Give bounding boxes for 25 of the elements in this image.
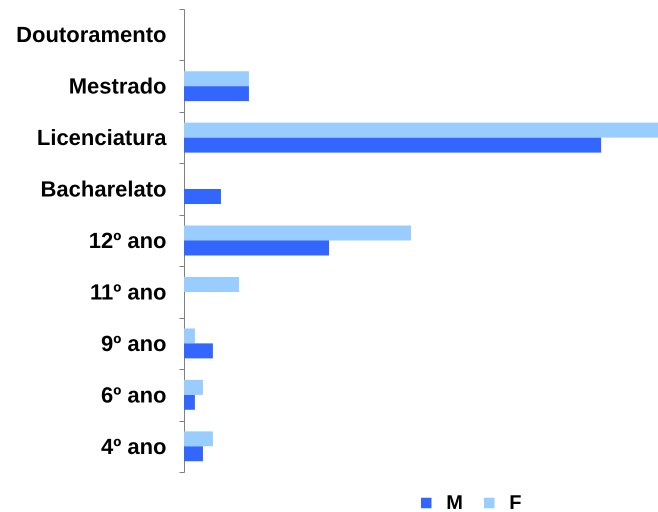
bar xyxy=(184,328,195,344)
bar xyxy=(184,446,203,462)
bar xyxy=(184,394,195,410)
bar xyxy=(184,431,213,446)
bar xyxy=(184,343,213,358)
y-tick-label: Doutoramento xyxy=(16,22,166,48)
legend-label: M xyxy=(446,492,463,512)
y-tick-label: Mestrado xyxy=(68,74,166,99)
y-tick-label: Bacharelato xyxy=(40,176,166,202)
bar xyxy=(184,138,602,153)
bar xyxy=(184,226,412,240)
bar xyxy=(184,122,658,138)
bar xyxy=(184,380,203,395)
y-tick-label: 9º ano xyxy=(101,330,166,356)
y-tick-label: 4º ano xyxy=(101,434,166,459)
y-tick-label: 11º ano xyxy=(90,279,166,304)
bar xyxy=(184,276,239,292)
y-tick-label: 6º ano xyxy=(101,382,166,408)
legend-label: F xyxy=(509,492,522,512)
bar xyxy=(184,189,221,204)
bar xyxy=(184,71,249,86)
bar xyxy=(184,240,330,256)
y-tick-label: Licenciatura xyxy=(36,125,168,150)
y-tick-label: 12º ano xyxy=(88,228,166,253)
bar xyxy=(184,86,249,102)
